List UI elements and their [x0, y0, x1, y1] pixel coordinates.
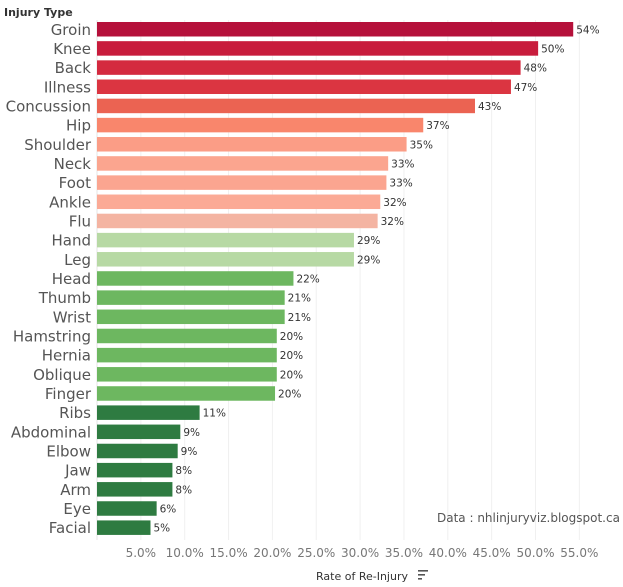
bar-elbow[interactable]: [97, 443, 178, 459]
sort-icon[interactable]: [418, 570, 428, 580]
x-tick-label: 25.0%: [297, 546, 335, 560]
value-label: 20%: [280, 331, 303, 343]
value-label: 21%: [288, 293, 311, 305]
bar-groin[interactable]: [97, 22, 574, 37]
bar-back[interactable]: [97, 60, 521, 75]
bar-ankle[interactable]: [97, 194, 381, 210]
bar-illness[interactable]: [97, 79, 511, 95]
category-label: Neck: [54, 155, 92, 173]
value-label: 29%: [357, 254, 380, 266]
category-label: Oblique: [33, 366, 91, 384]
x-axis-ticks: 5.0% 10.0% 15.0% 20.0% 25.0% 30.0% 35.0% 40.0% 4…: [126, 546, 599, 560]
category-label: Hand: [52, 232, 92, 250]
bar-wrist[interactable]: [97, 309, 285, 325]
category-label: Finger: [45, 385, 92, 403]
value-label: 9%: [183, 427, 200, 439]
bar-head[interactable]: [97, 271, 294, 286]
x-tick-label: 45.0%: [473, 546, 511, 560]
bar-thumb[interactable]: [97, 290, 285, 305]
x-tick-label: 5.0%: [126, 546, 157, 560]
category-label: Shoulder: [24, 136, 92, 154]
value-label: 29%: [357, 235, 380, 247]
category-label: Hernia: [42, 347, 91, 365]
bar-leg[interactable]: [97, 252, 354, 267]
bar-hamstring[interactable]: [97, 328, 277, 344]
value-label: 35%: [410, 139, 433, 151]
value-label: 33%: [389, 178, 412, 190]
value-label: 20%: [280, 350, 303, 362]
value-label: 32%: [383, 197, 406, 209]
value-label: 48%: [524, 63, 547, 75]
x-axis-title: Rate of Re-Injury: [316, 570, 408, 583]
value-label: 20%: [278, 388, 301, 400]
category-label: Knee: [53, 40, 91, 58]
data-source-note: Data : nhlinjuryviz.blogspot.ca: [437, 511, 620, 525]
bar-abdominal[interactable]: [97, 424, 181, 440]
value-label: 9%: [181, 446, 198, 458]
bar-facial[interactable]: [97, 520, 151, 535]
category-label: Groin: [51, 21, 91, 39]
x-tick-label: 35.0%: [385, 546, 423, 560]
category-label: Head: [52, 270, 91, 288]
value-label: 21%: [288, 312, 311, 324]
bar-shoulder[interactable]: [97, 137, 407, 152]
value-label: 50%: [541, 43, 564, 55]
bar-finger[interactable]: [97, 386, 276, 401]
value-label: 54%: [576, 24, 599, 36]
category-label: Abdominal: [11, 423, 91, 441]
bar-arm[interactable]: [97, 482, 173, 497]
category-label: Ankle: [49, 193, 91, 211]
category-label: Concussion: [6, 97, 91, 115]
category-label: Foot: [59, 174, 91, 192]
bar-hand[interactable]: [97, 232, 354, 248]
category-label: Leg: [64, 251, 91, 269]
value-label: 5%: [153, 523, 170, 535]
value-label: 6%: [160, 504, 177, 516]
bar-jaw[interactable]: [97, 462, 173, 478]
category-label: Jaw: [64, 462, 91, 480]
bar-hip[interactable]: [97, 117, 424, 133]
category-label: Ribs: [59, 404, 91, 422]
value-label: 20%: [280, 369, 303, 381]
category-label: Arm: [60, 481, 91, 499]
bar-neck[interactable]: [97, 156, 389, 171]
bar-knee[interactable]: [97, 41, 539, 56]
bar-rows: Groin 54% Knee 50% Back 48% Illness 47% Concussi…: [6, 21, 600, 537]
bar-foot[interactable]: [97, 175, 387, 190]
category-label: Thumb: [38, 289, 91, 307]
category-label: Facial: [49, 519, 91, 537]
bar-ribs[interactable]: [97, 405, 200, 420]
bar-concussion[interactable]: [97, 98, 475, 114]
x-tick-label: 15.0%: [209, 546, 247, 560]
x-tick-label: 30.0%: [341, 546, 379, 560]
value-label: 32%: [381, 216, 404, 228]
category-label: Back: [55, 59, 92, 77]
value-label: 43%: [478, 101, 501, 113]
category-label: Flu: [69, 212, 91, 230]
value-label: 47%: [514, 82, 537, 94]
x-tick-label: 20.0%: [253, 546, 291, 560]
value-label: 11%: [203, 408, 226, 420]
x-tick-label: 40.0%: [429, 546, 467, 560]
category-label: Eye: [63, 500, 91, 518]
bar-oblique[interactable]: [97, 367, 277, 382]
category-label: Elbow: [46, 442, 91, 460]
category-label: Wrist: [53, 308, 91, 326]
value-label: 37%: [426, 120, 449, 132]
bar-hernia[interactable]: [97, 347, 277, 363]
value-label: 22%: [296, 273, 319, 285]
value-label: 8%: [175, 465, 192, 477]
row-header-label: Injury Type: [4, 6, 73, 19]
value-label: 33%: [391, 158, 414, 170]
bar-flu[interactable]: [97, 213, 378, 229]
x-tick-label: 55.0%: [560, 546, 598, 560]
x-tick-label: 50.0%: [516, 546, 554, 560]
x-tick-label: 10.0%: [166, 546, 204, 560]
category-label: Illness: [44, 78, 91, 96]
bar-eye[interactable]: [97, 501, 157, 516]
value-label: 8%: [175, 484, 192, 496]
category-label: Hip: [66, 117, 91, 135]
category-label: Hamstring: [13, 327, 91, 345]
